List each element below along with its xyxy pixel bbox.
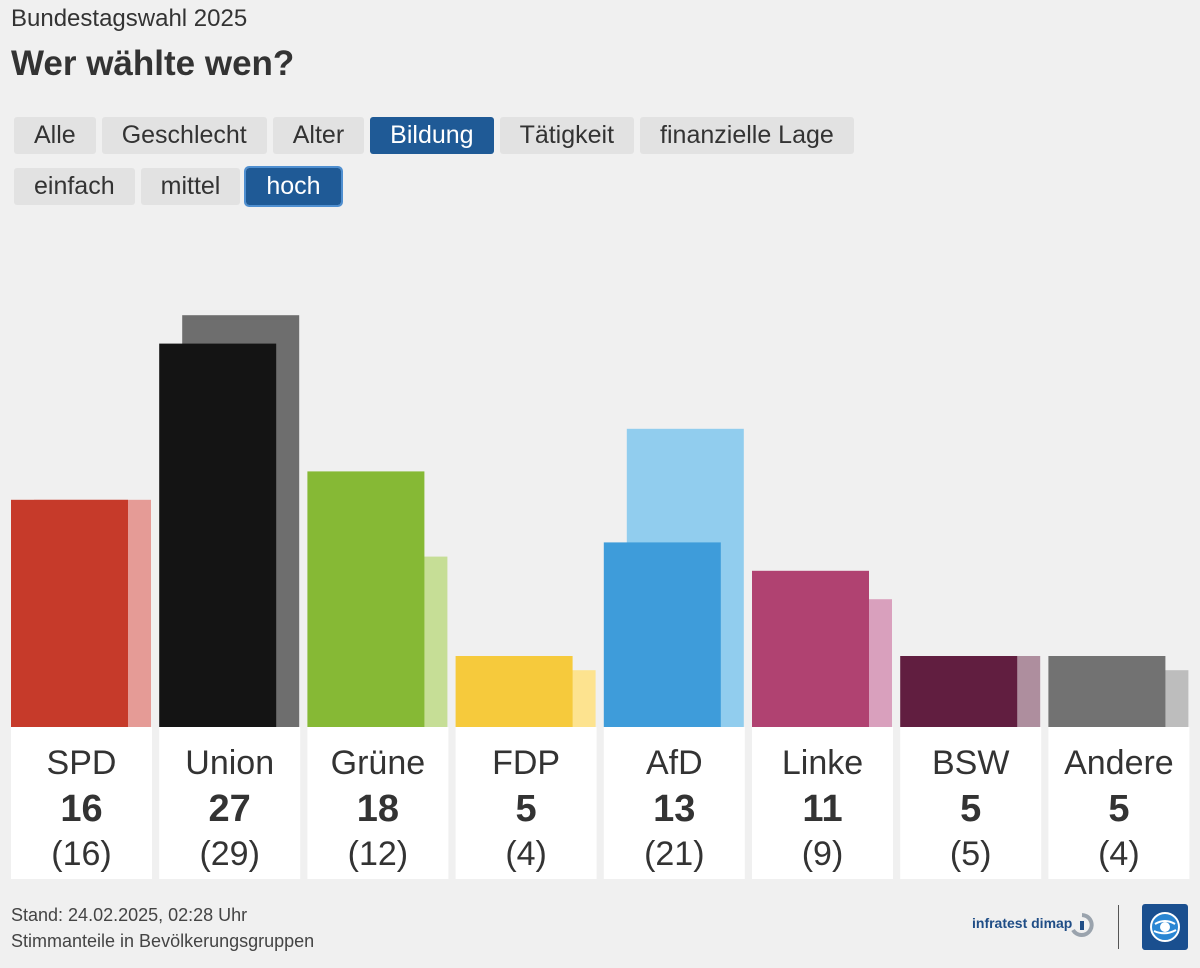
value-label-fdp: 5 [516,788,537,830]
tab-geschlecht[interactable]: Geschlecht [101,117,267,154]
value-label-afd: 13 [653,788,695,830]
label-card-spd [11,727,152,879]
tab-taetigkeit[interactable]: Tätigkeit [499,117,635,154]
prev-value-label-afd: (21) [644,835,704,873]
label-card-linke [752,727,893,879]
label-card-gruene [307,727,449,879]
party-label-andere: Andere [1064,744,1174,782]
label-card-bsw [900,727,1042,879]
prev-value-label-linke: (9) [802,835,844,873]
tab-hoch[interactable]: hoch [244,166,343,207]
logo-separator [1118,905,1119,949]
tab-mittel[interactable]: mittel [140,168,241,205]
value-label-gruene: 18 [357,788,399,830]
label-card-fdp [455,727,597,879]
bar-spd [11,499,128,727]
label-card-andere [1048,727,1190,879]
bar-union [159,343,277,727]
value-label-andere: 5 [1108,788,1129,830]
party-label-fdp: FDP [492,744,560,782]
party-label-spd: SPD [47,744,117,782]
value-label-bsw: 5 [960,788,981,830]
stand-timestamp: Stand: 24.02.2025, 02:28 Uhr [11,905,248,925]
supertitle: Bundestagswahl 2025 [11,5,248,32]
party-label-gruene: Grüne [331,744,426,782]
filter-tabs-primary: Alle Geschlecht Alter Bildung Tätigkeit … [14,117,854,154]
page-title: Wer wählte wen? [11,44,295,83]
ard-logo-icon [1142,904,1188,950]
prev-value-label-andere: (4) [1098,835,1140,873]
infratest-dimap-logo: infratest dimap [972,915,1073,931]
bar-bsw [900,656,1018,727]
party-label-linke: Linke [782,744,863,782]
value-label-union: 27 [209,788,251,830]
prev-value-label-gruene: (12) [348,835,408,873]
infratest-dimap-icon [1071,913,1094,937]
filter-tabs-secondary: einfach mittel hoch [14,166,343,207]
party-label-afd: AfD [646,744,703,782]
bar-linke [752,570,869,727]
prev-value-label-union: (29) [199,835,259,873]
tab-bildung[interactable]: Bildung [370,117,494,154]
tab-alle[interactable]: Alle [14,117,96,154]
footer: Stand: 24.02.2025, 02:28 Uhr Stimmanteil… [11,902,314,954]
label-card-union [159,727,301,879]
bar-afd [603,542,721,727]
bar-gruene [307,471,425,727]
tab-finanzielle-lage[interactable]: finanzielle Lage [640,117,854,154]
party-label-union: Union [185,744,274,782]
tab-einfach[interactable]: einfach [14,168,135,205]
value-label-linke: 11 [802,788,842,830]
tab-alter[interactable]: Alter [272,117,365,154]
value-label-spd: 16 [60,788,102,830]
bar-fdp [455,656,573,727]
footer-note: Stimmanteile in Bevölkerungsgruppen [11,931,315,951]
label-card-afd [603,727,745,879]
bar-andere [1048,656,1166,727]
prev-value-label-spd: (16) [51,835,111,873]
party-label-bsw: BSW [932,744,1009,782]
prev-value-label-bsw: (5) [950,835,992,873]
prev-value-label-fdp: (4) [505,835,547,873]
